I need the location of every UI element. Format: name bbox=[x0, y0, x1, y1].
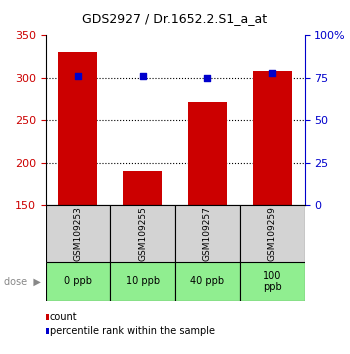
Bar bbox=[110, 262, 175, 301]
Text: 40 ppb: 40 ppb bbox=[190, 276, 224, 286]
Bar bbox=[58, 52, 97, 205]
Point bbox=[204, 75, 210, 81]
Bar bbox=[123, 171, 162, 205]
Text: count: count bbox=[50, 312, 78, 322]
Text: GSM109253: GSM109253 bbox=[74, 206, 82, 261]
Text: GSM109255: GSM109255 bbox=[138, 206, 147, 261]
Point bbox=[140, 73, 146, 79]
Bar bbox=[253, 71, 292, 205]
Bar bbox=[46, 262, 110, 301]
Text: dose  ▶: dose ▶ bbox=[4, 276, 40, 286]
Bar bbox=[240, 205, 304, 262]
Bar bbox=[46, 205, 110, 262]
Text: GDS2927 / Dr.1652.2.S1_a_at: GDS2927 / Dr.1652.2.S1_a_at bbox=[83, 12, 267, 25]
Text: GSM109257: GSM109257 bbox=[203, 206, 212, 261]
Bar bbox=[175, 205, 240, 262]
Text: 100
ppb: 100 ppb bbox=[263, 270, 281, 292]
Bar bbox=[110, 205, 175, 262]
Bar bbox=[175, 262, 240, 301]
Point bbox=[270, 70, 275, 76]
Text: percentile rank within the sample: percentile rank within the sample bbox=[50, 326, 215, 336]
Text: 0 ppb: 0 ppb bbox=[64, 276, 92, 286]
Bar bbox=[240, 262, 304, 301]
Bar bbox=[188, 102, 227, 205]
Point bbox=[75, 73, 80, 79]
Text: 10 ppb: 10 ppb bbox=[126, 276, 160, 286]
Text: GSM109259: GSM109259 bbox=[268, 206, 276, 261]
